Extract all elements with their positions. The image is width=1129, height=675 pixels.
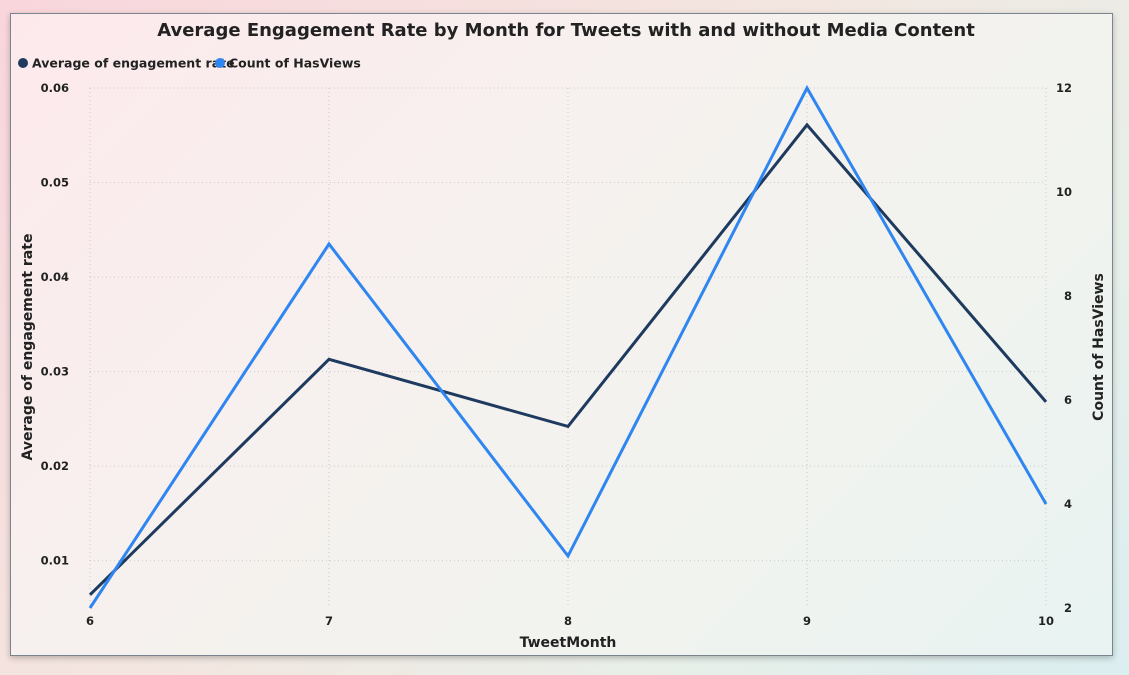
- chart-title: Average Engagement Rate by Month for Twe…: [157, 20, 975, 41]
- y2-tick-label: 6: [1064, 393, 1072, 407]
- y-tick-label: 0.01: [41, 554, 69, 568]
- y-tick-label: 0.03: [41, 365, 69, 379]
- y2-tick-label: 8: [1064, 289, 1072, 303]
- y2-tick-label: 12: [1056, 81, 1072, 95]
- x-axis-label: TweetMonth: [520, 635, 617, 651]
- chart: Average Engagement Rate by Month for Twe…: [18, 20, 1107, 651]
- legend[interactable]: Average of engagement rate Count of HasV…: [18, 56, 361, 71]
- legend-label-engagement: Average of engagement rate: [32, 56, 235, 71]
- x-tick-label: 9: [803, 614, 811, 628]
- legend-marker-engagement: [18, 58, 28, 68]
- x-tick-label: 10: [1038, 614, 1054, 628]
- series-line-engagement[interactable]: [88, 122, 1048, 596]
- legend-label-hasviews: Count of HasViews: [229, 56, 361, 71]
- y2-tick-label: 4: [1064, 497, 1072, 511]
- x-tick-label: 8: [564, 614, 572, 628]
- y-tick-label: 0.02: [41, 459, 69, 473]
- y-axis-label: Average of engagement rate: [20, 234, 36, 461]
- y2-axis-label: Count of HasViews: [1091, 273, 1107, 421]
- gridlines: [89, 87, 1047, 608]
- y-tick-label: 0.05: [41, 176, 69, 190]
- y2-tick-label: 10: [1056, 185, 1072, 199]
- x-tick-label: 7: [325, 614, 333, 628]
- axis-ticks: 6 7 8 9 10 0.01 0.02 0.03 0.04 0.05 0.06 2 4 6 8 10 12: [41, 81, 1072, 628]
- series-line-hasviews[interactable]: [88, 84, 1048, 609]
- y-tick-label: 0.06: [41, 81, 69, 95]
- chart-card: Average Engagement Rate by Month for Twe…: [10, 13, 1113, 656]
- series-lines: [88, 84, 1048, 609]
- y-tick-label: 0.04: [41, 270, 69, 284]
- legend-marker-hasviews: [215, 58, 225, 68]
- x-tick-label: 6: [86, 614, 94, 628]
- y2-tick-label: 2: [1064, 601, 1072, 615]
